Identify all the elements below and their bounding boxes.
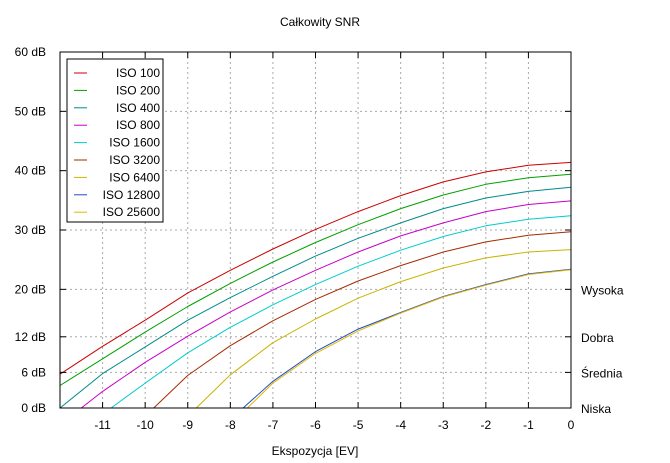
legend-label: ISO 25600 [103, 205, 161, 219]
y-tick-label: 20 dB [15, 282, 46, 296]
series-lines [59, 161, 572, 409]
x-axis-ticks: -11 -10 -9 -8 -7 -6 -5 -4 -3 -2 -1 0 [94, 52, 575, 432]
legend-label: ISO 200 [116, 83, 160, 97]
x-tick-label: -8 [225, 418, 236, 432]
series-line [110, 215, 572, 409]
y-tick-label: 40 dB [15, 164, 46, 178]
x-tick-label: -5 [353, 418, 364, 432]
legend-label: ISO 12800 [103, 188, 161, 202]
y-tick-label: 30 dB [15, 223, 46, 237]
y-tick-label: 6 dB [21, 365, 46, 379]
x-tick-label: -9 [182, 418, 193, 432]
y-tick-label: 12 dB [15, 330, 46, 344]
x-tick-label: -3 [438, 418, 449, 432]
legend-label: ISO 100 [116, 66, 160, 80]
legend-label: ISO 1600 [109, 136, 160, 150]
legend: ISO 100 ISO 200 ISO 400 ISO 800 ISO 1600 ISO … [66, 58, 164, 223]
quality-label: Wysoka [581, 283, 624, 297]
quality-label: Dobra [581, 331, 614, 345]
series-line [59, 186, 572, 409]
x-axis-label: Ekspozycja [EV] [272, 444, 359, 458]
y-tick-label: 50 dB [15, 104, 46, 118]
series-line [153, 231, 572, 409]
series-line [195, 249, 572, 409]
legend-label: ISO 800 [116, 118, 160, 132]
series-line [59, 173, 572, 386]
series-line [59, 161, 572, 375]
y-axis-ticks: 0 dB 6 dB 12 dB 20 dB 30 dB 40 dB 50 dB 60 dB [15, 45, 571, 415]
quality-label: Niska [581, 402, 611, 416]
x-tick-label: -11 [94, 418, 111, 432]
x-tick-label: -7 [268, 418, 279, 432]
y-tick-label: 0 dB [21, 401, 46, 415]
x-tick-label: -6 [310, 418, 321, 432]
legend-label: ISO 6400 [109, 170, 160, 184]
chart-title: Całkowity SNR [280, 15, 360, 29]
series-line [80, 200, 572, 409]
x-tick-label: -2 [480, 418, 491, 432]
y-tick-label: 60 dB [15, 45, 46, 59]
x-tick-label: -10 [136, 418, 154, 432]
legend-label: ISO 400 [116, 101, 160, 115]
series-line [247, 269, 572, 409]
quality-label: Średnia [581, 365, 623, 380]
x-tick-label: 0 [568, 418, 575, 432]
legend-label: ISO 3200 [109, 153, 160, 167]
x-tick-label: -1 [523, 418, 534, 432]
series-line [242, 268, 572, 409]
quality-labels: Wysoka Dobra Średnia Niska [581, 283, 624, 416]
x-tick-label: -4 [395, 418, 406, 432]
